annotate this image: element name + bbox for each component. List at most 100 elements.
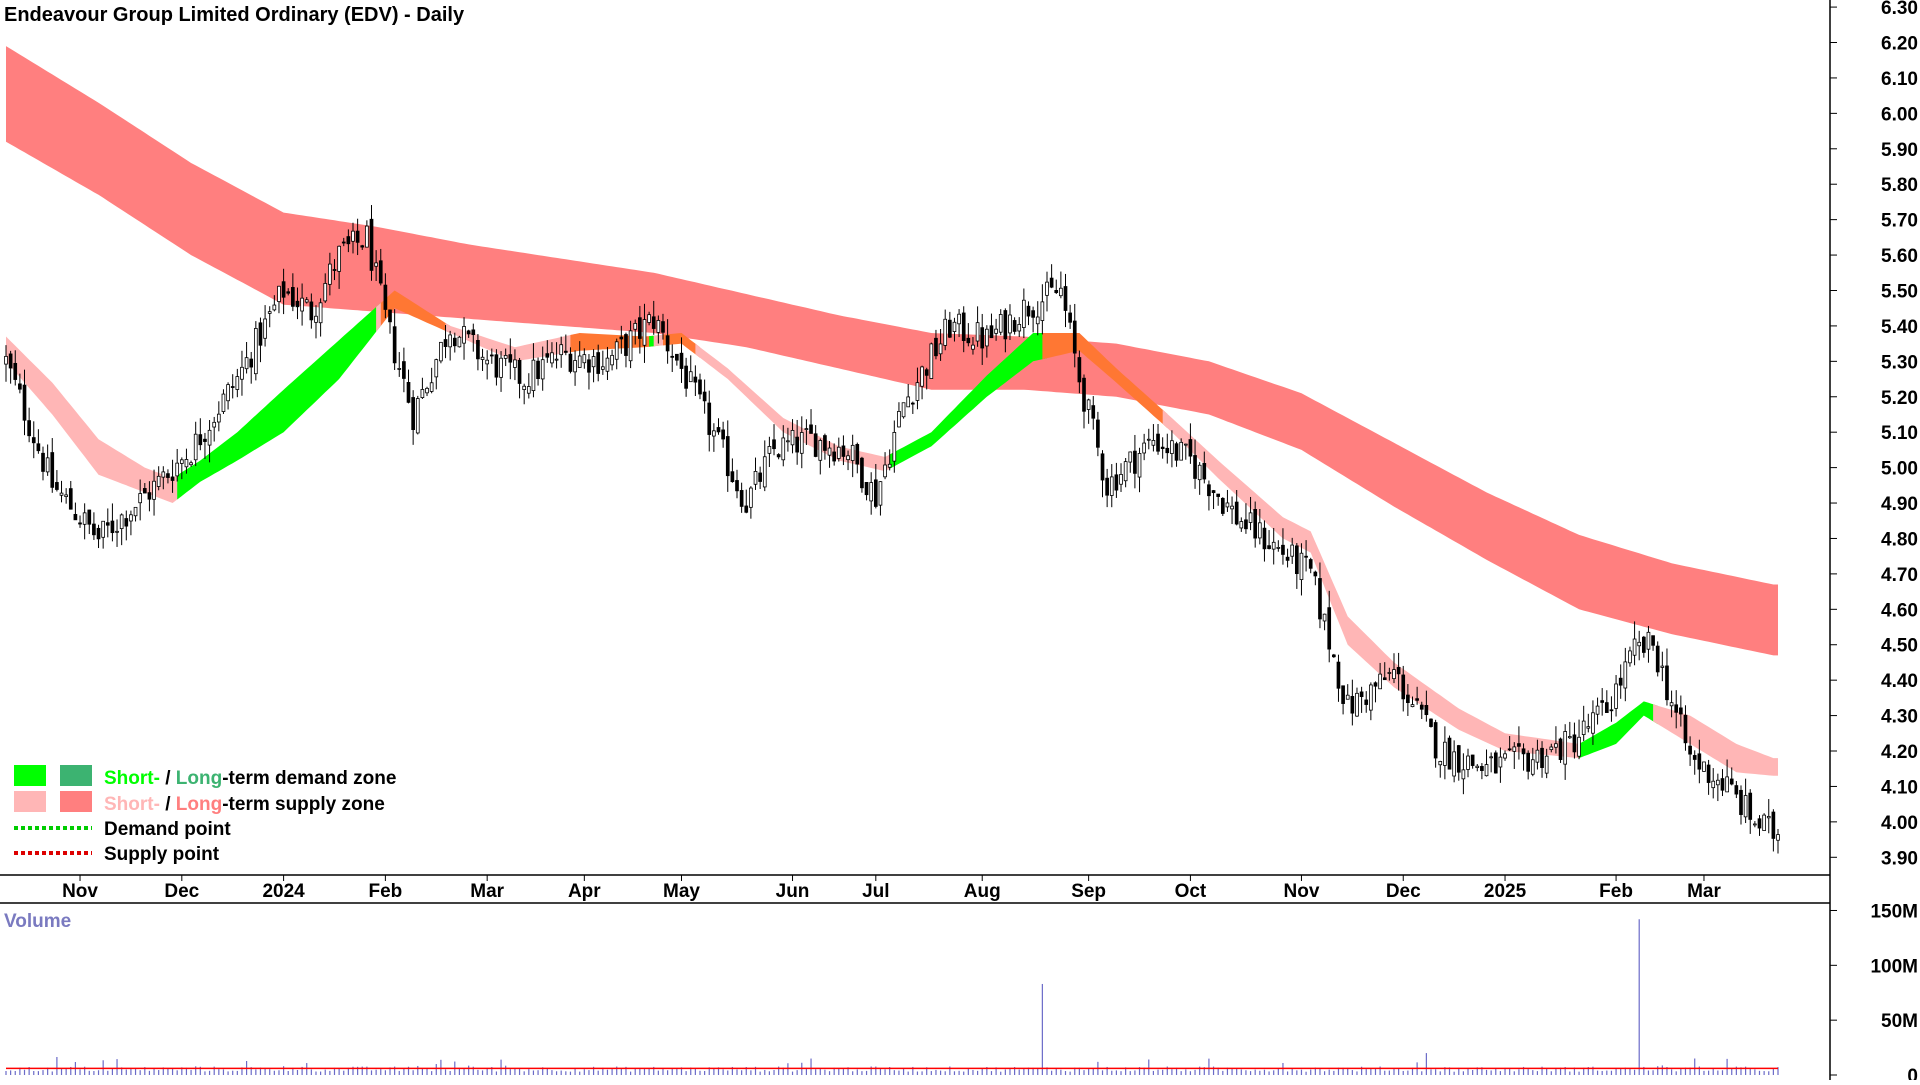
price-tick-label: 4.20	[1881, 742, 1918, 763]
candle-body	[924, 369, 929, 376]
candle-body	[318, 302, 323, 324]
candle-body	[536, 360, 540, 379]
candle-body	[1244, 519, 1248, 530]
candle-body	[1128, 451, 1133, 463]
candle	[13, 350, 18, 386]
candle	[1142, 433, 1146, 461]
candle-body	[369, 218, 374, 271]
candle-body	[938, 343, 943, 355]
candle	[924, 367, 929, 390]
candle-body	[92, 523, 96, 536]
candle-body	[1688, 745, 1692, 755]
candle	[1470, 754, 1475, 769]
candle-body	[1022, 299, 1026, 328]
candle	[1554, 726, 1558, 754]
candle-body	[1234, 501, 1239, 525]
candle	[614, 338, 619, 370]
candle-body	[1757, 818, 1762, 829]
candle	[1507, 736, 1512, 752]
zone-overlap	[1042, 333, 1168, 429]
candle	[235, 368, 240, 398]
candle	[1253, 501, 1258, 548]
candle-body	[1512, 746, 1517, 752]
price-tick-label: 3.90	[1881, 848, 1918, 869]
candle	[929, 342, 934, 380]
candle	[1665, 648, 1669, 706]
candle-body	[397, 368, 402, 370]
candle	[684, 357, 688, 397]
candle	[1063, 273, 1068, 328]
candle-body	[1456, 745, 1461, 773]
candle	[1683, 705, 1688, 751]
candle	[1281, 528, 1285, 565]
candle-body	[725, 436, 730, 477]
candle	[647, 311, 651, 326]
candle	[892, 420, 897, 473]
candle	[1776, 828, 1780, 854]
candle	[480, 348, 485, 371]
candle	[1521, 743, 1526, 771]
candle	[698, 373, 702, 400]
candle-body	[1475, 765, 1480, 769]
candle-body	[994, 328, 998, 334]
candle	[860, 456, 864, 493]
candle	[1433, 719, 1438, 768]
candle	[943, 309, 948, 351]
candle	[1581, 705, 1586, 742]
candle-body	[980, 327, 985, 349]
candle-body	[1378, 673, 1382, 690]
candle-body	[1276, 546, 1281, 549]
candle	[781, 425, 786, 467]
candle	[642, 303, 647, 363]
candle-body	[1581, 720, 1586, 735]
candle-body	[762, 456, 767, 488]
candle-body	[1572, 734, 1577, 753]
candle	[952, 317, 957, 342]
candle-body	[365, 225, 369, 248]
candle	[1054, 279, 1059, 295]
candle-body	[1165, 447, 1170, 454]
candle	[1655, 641, 1660, 677]
candle	[725, 420, 730, 492]
candle	[573, 350, 577, 386]
candle-body	[1105, 477, 1109, 496]
candle-body	[1396, 667, 1401, 675]
candle	[22, 369, 27, 436]
candle	[392, 309, 397, 370]
candle-body	[883, 464, 887, 478]
candle-body	[1697, 753, 1702, 770]
candle-body	[64, 494, 68, 497]
month-tick-label: Oct	[1175, 881, 1207, 902]
candle	[1410, 696, 1415, 708]
candle	[1530, 747, 1535, 777]
volume-axis-ticks: 0 50M 100M 150M	[1830, 901, 1918, 1085]
candle-body	[110, 520, 115, 534]
candle	[980, 313, 985, 365]
candle-body	[1466, 755, 1470, 770]
candle-body	[258, 322, 263, 346]
candle	[1646, 625, 1651, 663]
candle-body	[910, 402, 915, 405]
legend-demand-sep: /	[160, 768, 176, 789]
candle-body	[1517, 743, 1521, 747]
candle-body	[1623, 661, 1628, 689]
candle-body	[267, 311, 272, 314]
candle-body	[897, 411, 901, 428]
candle-body	[1183, 443, 1188, 446]
candle	[582, 348, 587, 369]
candle-body	[753, 470, 758, 485]
candle	[304, 297, 309, 304]
candle	[1443, 726, 1447, 780]
candle	[887, 449, 892, 471]
legend-supply-long: Long	[176, 794, 222, 815]
volume-tick-label: 100M	[1870, 956, 1918, 977]
candle	[1257, 508, 1262, 545]
candle	[1105, 468, 1109, 508]
candle	[92, 512, 96, 540]
candle	[1558, 737, 1563, 763]
candle	[1262, 520, 1267, 562]
candle-body	[693, 376, 698, 383]
candle-body	[443, 339, 448, 347]
candle	[526, 373, 531, 399]
candle-body	[87, 509, 92, 525]
